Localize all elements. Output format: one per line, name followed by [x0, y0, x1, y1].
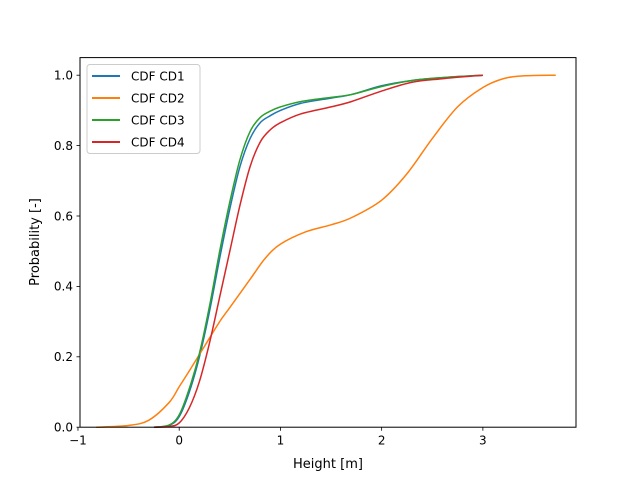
x-tick-label: 2: [378, 434, 386, 448]
plot-frame: [79, 57, 577, 428]
y-tick-label: 0.6: [54, 209, 73, 223]
y-tick-label: 0.0: [54, 421, 73, 435]
series-line-4: [153, 74, 483, 428]
y-axis-label: Probability [-]: [28, 198, 43, 286]
x-tick-label: 0: [175, 434, 183, 448]
legend-label-4: CDF CD4: [131, 136, 185, 150]
x-axis-label: Height [m]: [293, 457, 363, 472]
y-tick-label: 0.4: [54, 280, 73, 294]
x-tick-label: −1: [69, 434, 87, 448]
legend: CDF CD1 CDF CD2 CDF CD3 CDF CD4: [86, 64, 201, 154]
series-line-2: [96, 74, 556, 428]
y-tick-label: 1.0: [54, 69, 73, 83]
series-line-3: [153, 74, 483, 428]
y-axis-ticks: 0.0 0.2 0.4 0.6 0.8 1.0: [54, 69, 80, 435]
x-tick-label: 3: [479, 434, 487, 448]
legend-label-3: CDF CD3: [131, 114, 185, 128]
series-lines: [96, 74, 556, 428]
legend-label-2: CDF CD2: [131, 92, 185, 106]
y-tick-label: 0.2: [54, 350, 73, 364]
y-tick-label: 0.8: [54, 139, 73, 153]
x-tick-label: 1: [277, 434, 285, 448]
x-axis-ticks: −1 0 1 2 3: [69, 427, 487, 448]
legend-label-1: CDF CD1: [131, 70, 185, 84]
legend-box: [86, 64, 201, 154]
